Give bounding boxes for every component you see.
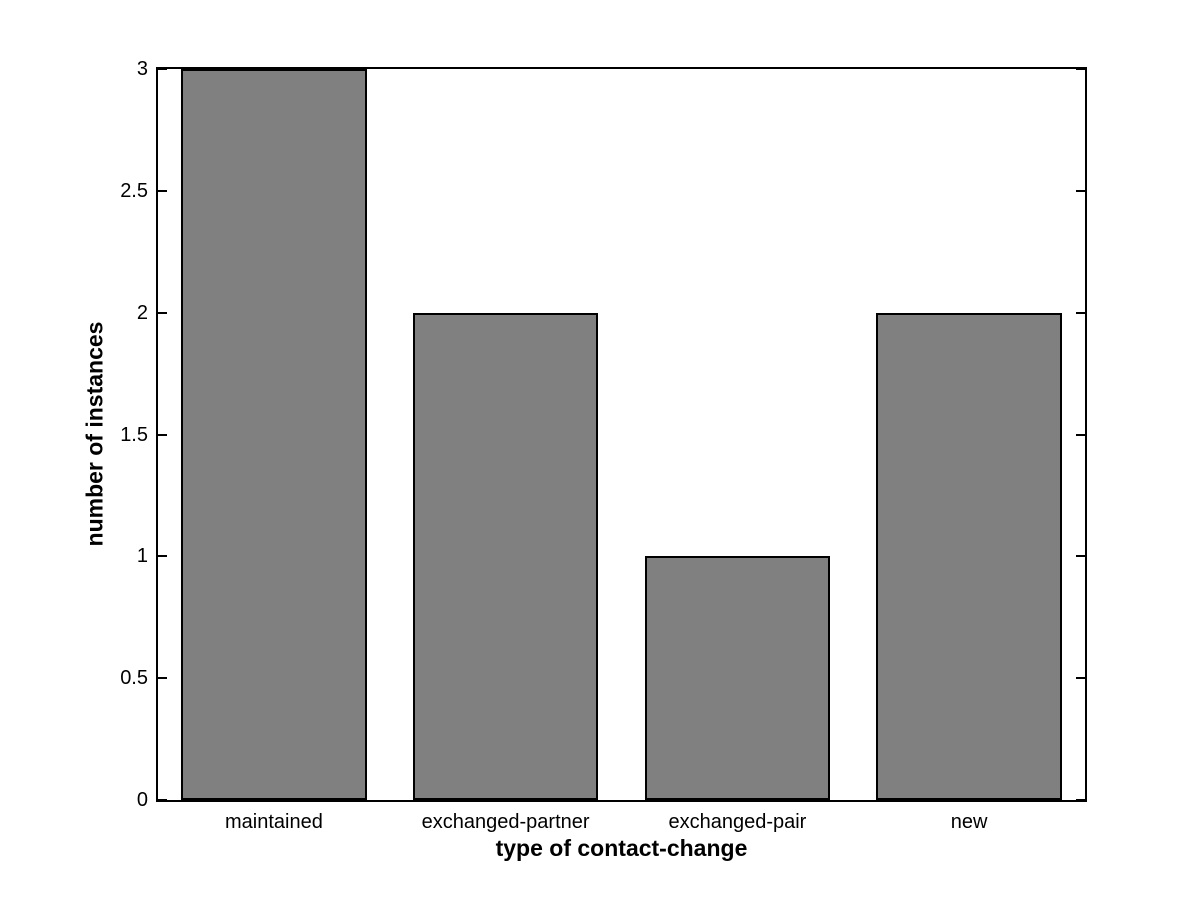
y-tick-label: 2.5 [120,179,148,202]
y-tick-label: 3 [136,58,148,80]
plot-area [156,67,1087,802]
y-tick-mark [1076,189,1085,192]
y-tick-mark [1076,677,1085,680]
y-tick-label: 0 [136,789,148,811]
x-tick-label-exchanged-pair: exchanged-pair [668,811,807,833]
y-tick-mark [158,799,167,801]
y-tick-mark [158,189,167,192]
y-tick-mark [158,677,167,680]
y-tick-label: 1 [136,545,148,568]
y-tick-label: 1.5 [120,423,148,446]
y-tick-mark [158,555,167,558]
y-tick-label: 2 [136,301,148,324]
bar-exchanged-partner [412,312,599,800]
bar-maintained [181,69,367,800]
y-tick-mark [1076,311,1085,314]
bar-new [876,312,1062,800]
y-tick-mark [1076,68,1085,70]
y-tick-mark [1076,555,1085,558]
y-tick-mark [158,68,167,70]
x-tick-label-exchanged-partner: exchanged-partner [421,811,590,833]
y-tick-mark [158,433,167,436]
x-tick-label-new: new [950,811,988,833]
x-tick-label-maintained: maintained [224,811,323,833]
y-tick-label: 0.5 [120,667,148,690]
bar-exchanged-pair [644,556,831,800]
y-tick-mark [1076,799,1085,801]
y-tick-mark [158,311,167,314]
x-axis-label: type of contact-change [495,835,748,861]
y-tick-mark [1076,433,1085,436]
